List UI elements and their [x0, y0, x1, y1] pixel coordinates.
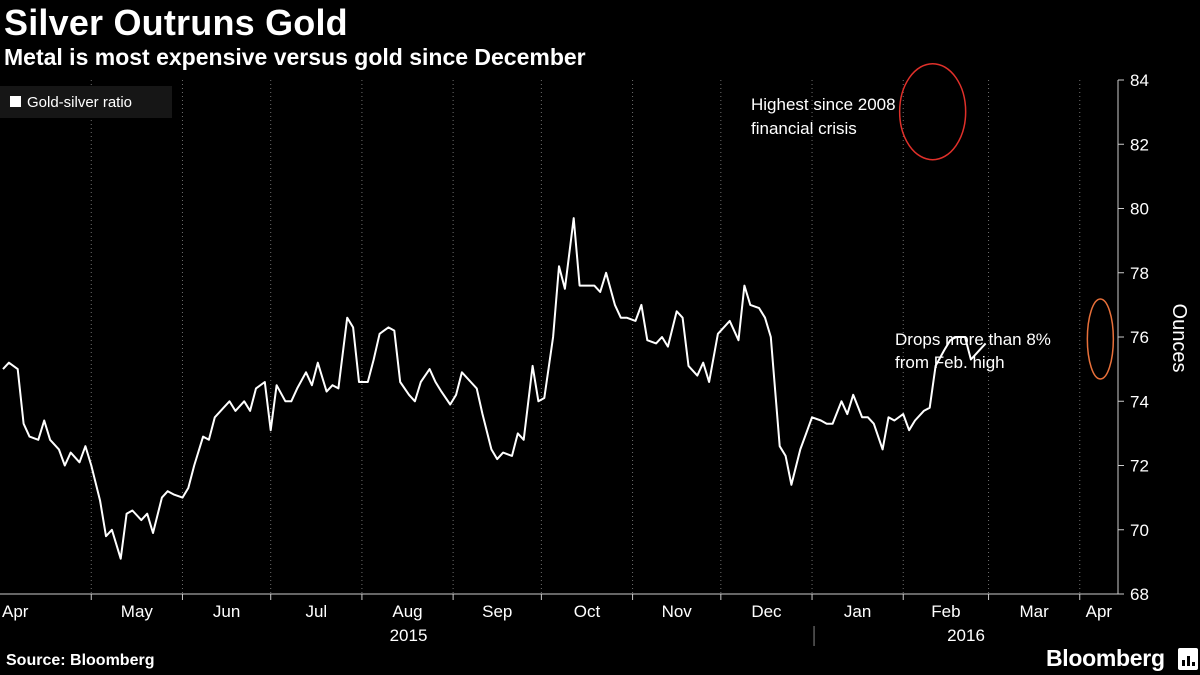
y-tick-label-70: 70 [1130, 521, 1149, 540]
x-tick-label-feb-10: Feb [931, 602, 960, 621]
x-tick-label-apr-12: Apr [1086, 602, 1113, 621]
x-tick-label-jun-2: Jun [213, 602, 240, 621]
x-tick-label-aug-4: Aug [392, 602, 422, 621]
x-tick-label-may-1: May [121, 602, 154, 621]
source-note: Source: Bloomberg [6, 652, 155, 669]
axes: 68 70 72 74 76 78 80 82 84 Ounces Apr May Jun Jul Aug S… [0, 71, 1190, 646]
annotations: Highest since 2008 financial crisis Drops … [751, 62, 1115, 380]
y-tick-label-76: 76 [1130, 328, 1149, 347]
y-tick-label-68: 68 [1130, 585, 1149, 604]
y-tick-label-78: 78 [1130, 264, 1149, 283]
y-axis-title: Ounces [1168, 304, 1190, 373]
y-tick-label-72: 72 [1130, 457, 1149, 476]
legend-box [0, 86, 172, 118]
brand-logo: Bloomberg [1046, 645, 1165, 671]
y-tick-label-84: 84 [1130, 71, 1149, 90]
x-tick-label-sep-5: Sep [482, 602, 512, 621]
y-tick-label-80: 80 [1130, 200, 1149, 219]
x-tick-label-dec-8: Dec [751, 602, 782, 621]
chart-title: Silver Outruns Gold [4, 2, 348, 43]
x-tick-label-jan-9: Jan [844, 602, 871, 621]
legend-label: Gold-silver ratio [27, 94, 132, 111]
x-tick-label-mar-11: Mar [1020, 602, 1050, 621]
legend: Gold-silver ratio [0, 86, 172, 118]
drop-annotation-line-1: from Feb. high [895, 353, 1005, 372]
y-tick-label-82: 82 [1130, 135, 1149, 154]
legend-swatch [10, 96, 21, 107]
x-tick-label-oct-6: Oct [574, 602, 601, 621]
drop-highlight-circle [1086, 298, 1115, 380]
peak-annotation-line-1: financial crisis [751, 119, 857, 138]
bloomberg-chart-icon [1178, 648, 1198, 670]
x-tick-label-jul-3: Jul [305, 602, 327, 621]
series-line-gold-silver-ratio [2, 217, 987, 560]
x-tick-label-apr-0: Apr [2, 602, 29, 621]
chart-subtitle: Metal is most expensive versus gold sinc… [4, 44, 586, 70]
y-tick-label-74: 74 [1130, 392, 1149, 411]
year-label-2015: 2015 [390, 626, 428, 645]
peak-annotation-line-0: Highest since 2008 [751, 95, 896, 114]
grid-lines [90, 80, 1081, 594]
series-layer [2, 217, 987, 560]
year-label-2016: 2016 [947, 626, 985, 645]
drop-annotation-line-0: Drops more than 8% [895, 330, 1051, 349]
peak-highlight-circle [898, 62, 967, 161]
x-tick-label-nov-7: Nov [662, 602, 693, 621]
